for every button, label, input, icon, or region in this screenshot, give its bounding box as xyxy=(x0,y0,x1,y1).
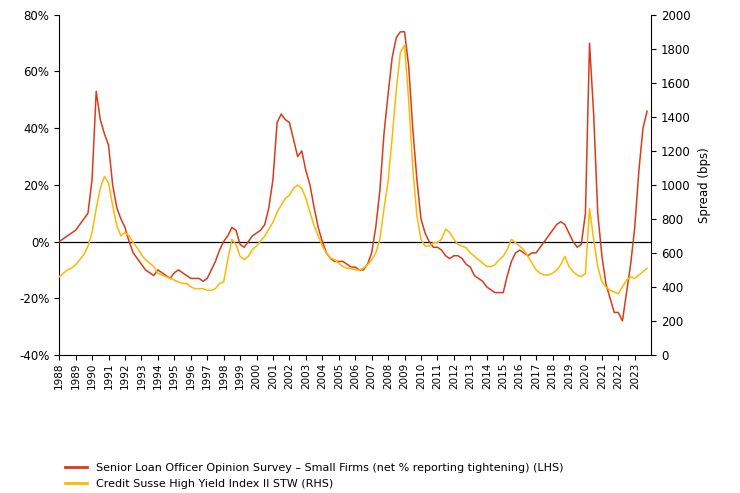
Legend: Senior Loan Officer Opinion Survey – Small Firms (net % reporting tightening) (L: Senior Loan Officer Opinion Survey – Sma… xyxy=(65,462,563,489)
Y-axis label: Spread (bps): Spread (bps) xyxy=(698,147,710,223)
